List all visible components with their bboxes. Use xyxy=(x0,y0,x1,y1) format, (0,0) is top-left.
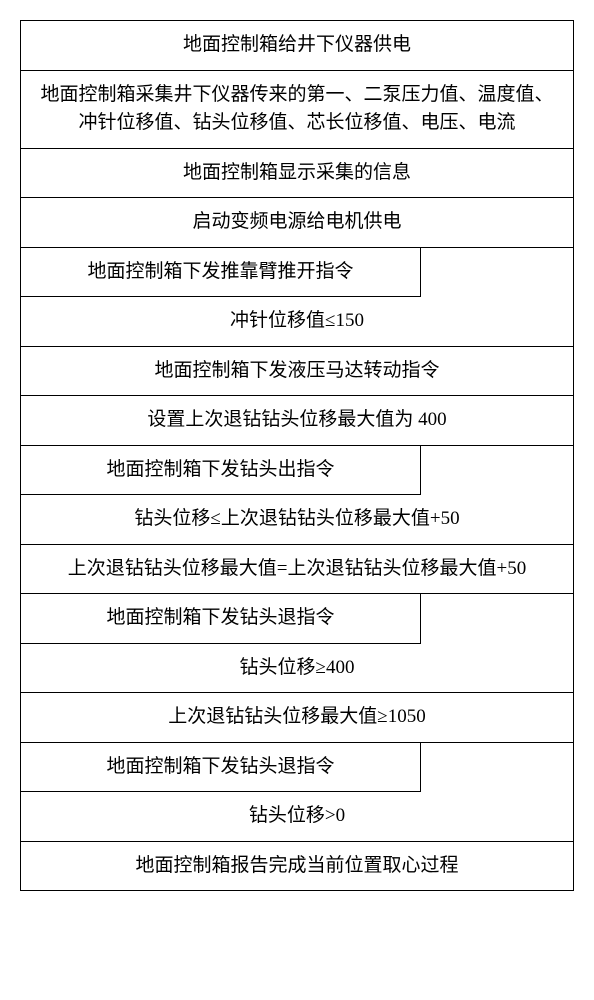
flowchart-step: 启动变频电源给电机供电 xyxy=(21,198,573,248)
flowchart-step: 地面控制箱下发钻头退指令 xyxy=(21,594,421,644)
flowchart-step: 上次退钻钻头位移最大值≥1050 xyxy=(21,693,573,743)
flowchart-step: 地面控制箱采集井下仪器传来的第一、二泵压力值、温度值、冲针位移值、钻头位移值、芯… xyxy=(21,71,573,149)
flowchart-step: 设置上次退钻钻头位移最大值为 400 xyxy=(21,396,573,446)
step-label: 地面控制箱报告完成当前位置取心过程 xyxy=(135,852,458,881)
step-label: 地面控制箱下发液压马达转动指令 xyxy=(154,357,439,386)
flowchart-step: 地面控制箱下发钻头出指令 xyxy=(21,446,421,496)
flowchart-step: 上次退钻钻头位移最大值=上次退钻钻头位移最大值+50 xyxy=(21,545,573,595)
step-label: 设置上次退钻钻头位移最大值为 400 xyxy=(147,406,446,435)
flowchart-step: 钻头位移≥400 xyxy=(21,644,573,694)
step-label: 钻头位移>0 xyxy=(249,802,345,831)
step-label: 冲针位移值≤150 xyxy=(230,307,364,336)
flowchart-step: 地面控制箱显示采集的信息 xyxy=(21,149,573,199)
step-label: 地面控制箱下发钻头退指令 xyxy=(106,604,334,633)
flowchart-step: 地面控制箱给井下仪器供电 xyxy=(21,21,573,71)
step-label: 钻头位移≤上次退钻钻头位移最大值+50 xyxy=(134,505,459,534)
flowchart-container: 地面控制箱给井下仪器供电地面控制箱采集井下仪器传来的第一、二泵压力值、温度值、冲… xyxy=(20,20,574,891)
step-label: 地面控制箱采集井下仪器传来的第一、二泵压力值、温度值、冲针位移值、钻头位移值、芯… xyxy=(33,81,561,138)
step-label: 上次退钻钻头位移最大值=上次退钻钻头位移最大值+50 xyxy=(68,555,526,584)
step-label: 地面控制箱下发钻头退指令 xyxy=(106,753,334,782)
flowchart-step: 地面控制箱下发推靠臂推开指令 xyxy=(21,248,421,298)
step-label: 地面控制箱下发推靠臂推开指令 xyxy=(87,258,353,287)
step-label: 地面控制箱下发钻头出指令 xyxy=(106,456,334,485)
flowchart-step: 地面控制箱下发钻头退指令 xyxy=(21,743,421,793)
flowchart-step: 钻头位移>0 xyxy=(21,792,573,842)
flowchart-step: 冲针位移值≤150 xyxy=(21,297,573,347)
step-label: 钻头位移≥400 xyxy=(240,654,355,683)
step-label: 上次退钻钻头位移最大值≥1050 xyxy=(168,703,425,732)
step-label: 启动变频电源给电机供电 xyxy=(192,208,401,237)
flowchart-step: 地面控制箱下发液压马达转动指令 xyxy=(21,347,573,397)
flowchart-step: 钻头位移≤上次退钻钻头位移最大值+50 xyxy=(21,495,573,545)
flowchart-step: 地面控制箱报告完成当前位置取心过程 xyxy=(21,842,573,891)
step-label: 地面控制箱给井下仪器供电 xyxy=(183,31,411,60)
step-label: 地面控制箱显示采集的信息 xyxy=(183,159,411,188)
